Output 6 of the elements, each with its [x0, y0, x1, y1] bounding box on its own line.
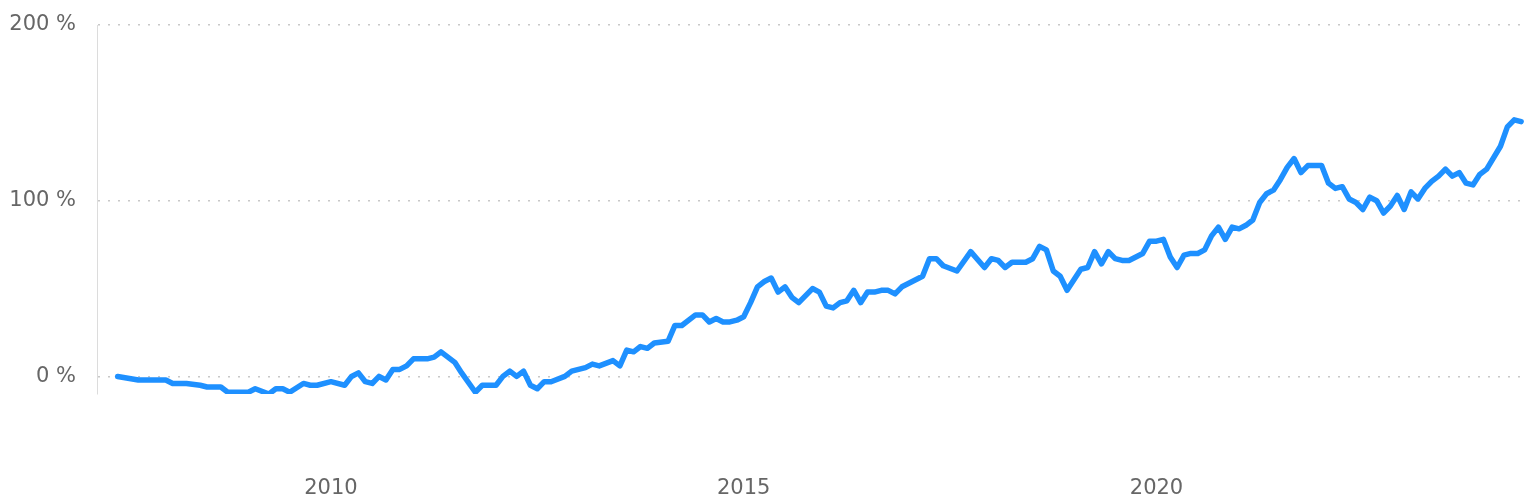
y-tick-label: 100 %	[9, 187, 76, 212]
x-tick-label: 2010	[304, 475, 358, 497]
x-tick-label: 2020	[1129, 475, 1184, 497]
y-tick-label: 0 %	[36, 362, 76, 387]
x-tick-label: 2015	[716, 475, 771, 497]
y-tick-label: 200 %	[9, 11, 76, 36]
